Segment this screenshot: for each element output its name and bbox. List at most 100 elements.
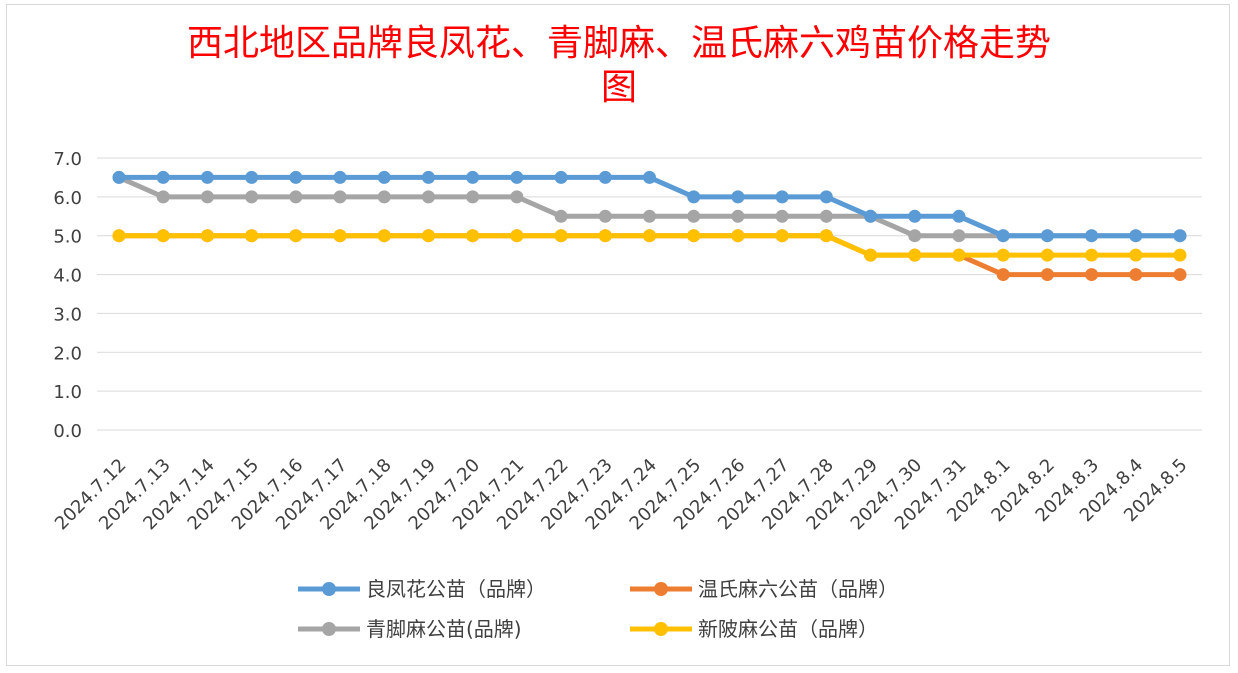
y-tick-label: 1.0: [53, 382, 82, 403]
data-point: [731, 209, 745, 223]
chart-title-line-2: 图: [600, 67, 637, 108]
chart-frame: [6, 4, 1230, 666]
legend-label: 青脚麻公苗(品牌): [366, 617, 522, 641]
legend-swatch-marker: [322, 582, 336, 596]
data-point: [510, 170, 524, 184]
data-point: [466, 229, 480, 243]
data-point: [731, 229, 745, 243]
data-point: [466, 190, 480, 204]
data-point: [156, 190, 170, 204]
data-point: [643, 170, 656, 184]
y-tick-label: 0.0: [53, 421, 82, 442]
data-point: [1040, 248, 1054, 262]
y-tick-label: 7.0: [53, 149, 82, 170]
data-point: [1173, 229, 1187, 243]
data-point: [1085, 268, 1099, 282]
data-point: [245, 190, 259, 204]
data-point: [289, 190, 303, 204]
series-line: [117, 175, 1180, 239]
data-point: [1129, 268, 1143, 282]
data-point: [289, 170, 303, 184]
data-point: [775, 229, 789, 243]
legend-label: 温氏麻六公苗（品牌）: [698, 577, 898, 601]
data-point: [1085, 229, 1099, 243]
legend-entry: 温氏麻六公苗（品牌）: [630, 577, 898, 601]
data-point: [996, 229, 1010, 243]
data-point: [421, 229, 435, 243]
data-point: [112, 170, 126, 184]
legend-entry: 青脚麻公苗(品牌): [298, 617, 522, 641]
series-lines: [112, 170, 1187, 282]
data-point: [1040, 268, 1054, 282]
data-point: [510, 190, 524, 204]
legend-entry: 良凤花公苗（品牌）: [298, 577, 546, 601]
legend-swatch-marker: [654, 582, 668, 596]
y-axis-ticks: 0.0 1.0 2.0 3.0 4.0 5.0 6.0 7.0: [53, 149, 82, 442]
data-point: [598, 209, 612, 223]
legend-swatch-marker: [654, 622, 668, 636]
chart-title: 西北地区品牌良凤花、青脚麻、温氏麻六鸡苗价格走势 图: [0, 22, 1238, 110]
data-point: [333, 229, 347, 243]
data-point: [996, 268, 1010, 282]
data-point: [1173, 268, 1187, 282]
data-point: [377, 229, 391, 243]
data-point: [289, 229, 303, 243]
data-point: [156, 229, 170, 243]
chart-title-line-1: 西北地区品牌良凤花、青脚麻、温氏麻六鸡苗价格走势: [186, 23, 1051, 64]
data-point: [598, 170, 612, 184]
data-point: [598, 229, 612, 243]
data-point: [245, 170, 259, 184]
data-point: [333, 170, 347, 184]
data-point: [908, 209, 922, 223]
data-point: [1173, 248, 1187, 262]
data-point: [731, 190, 745, 204]
data-point: [643, 229, 656, 243]
x-axis-ticks: 2024.7.122024.7.132024.7.142024.7.152024…: [51, 455, 1192, 535]
data-point: [466, 170, 480, 184]
legend-label: 新陂麻公苗（品牌）: [698, 617, 878, 641]
y-tick-label: 5.0: [53, 227, 82, 248]
data-point: [819, 209, 833, 223]
data-point: [952, 229, 966, 243]
data-point: [200, 170, 214, 184]
data-point: [1129, 229, 1143, 243]
data-point: [1129, 248, 1143, 262]
data-point: [996, 248, 1010, 262]
series-3: [112, 229, 1187, 262]
data-point: [333, 190, 347, 204]
data-point: [952, 248, 966, 262]
data-point: [377, 190, 391, 204]
data-point: [200, 229, 214, 243]
data-point: [952, 209, 966, 223]
data-point: [245, 229, 259, 243]
data-point: [554, 229, 568, 243]
data-point: [554, 170, 568, 184]
data-point: [421, 170, 435, 184]
data-point: [775, 209, 789, 223]
data-point: [908, 248, 922, 262]
series-0: [112, 170, 1187, 243]
data-point: [819, 229, 833, 243]
y-tick-label: 2.0: [53, 343, 82, 364]
legend: 良凤花公苗（品牌） 温氏麻六公苗（品牌） 青脚麻公苗(品牌) 新陂麻公苗（品牌）: [298, 577, 898, 641]
data-point: [687, 229, 701, 243]
data-point: [510, 229, 524, 243]
data-point: [864, 248, 878, 262]
data-point: [687, 209, 701, 223]
data-point: [156, 170, 170, 184]
y-tick-label: 4.0: [53, 266, 82, 287]
data-point: [864, 209, 878, 223]
data-point: [643, 209, 656, 223]
data-point: [112, 229, 126, 243]
data-point: [1085, 248, 1099, 262]
data-point: [687, 190, 701, 204]
y-tick-label: 6.0: [53, 188, 82, 209]
data-point: [200, 190, 214, 204]
data-point: [377, 170, 391, 184]
series-line: [119, 174, 1180, 239]
legend-entry: 新陂麻公苗（品牌）: [630, 617, 878, 641]
y-tick-label: 3.0: [53, 304, 82, 325]
data-point: [554, 209, 568, 223]
data-point: [775, 190, 789, 204]
